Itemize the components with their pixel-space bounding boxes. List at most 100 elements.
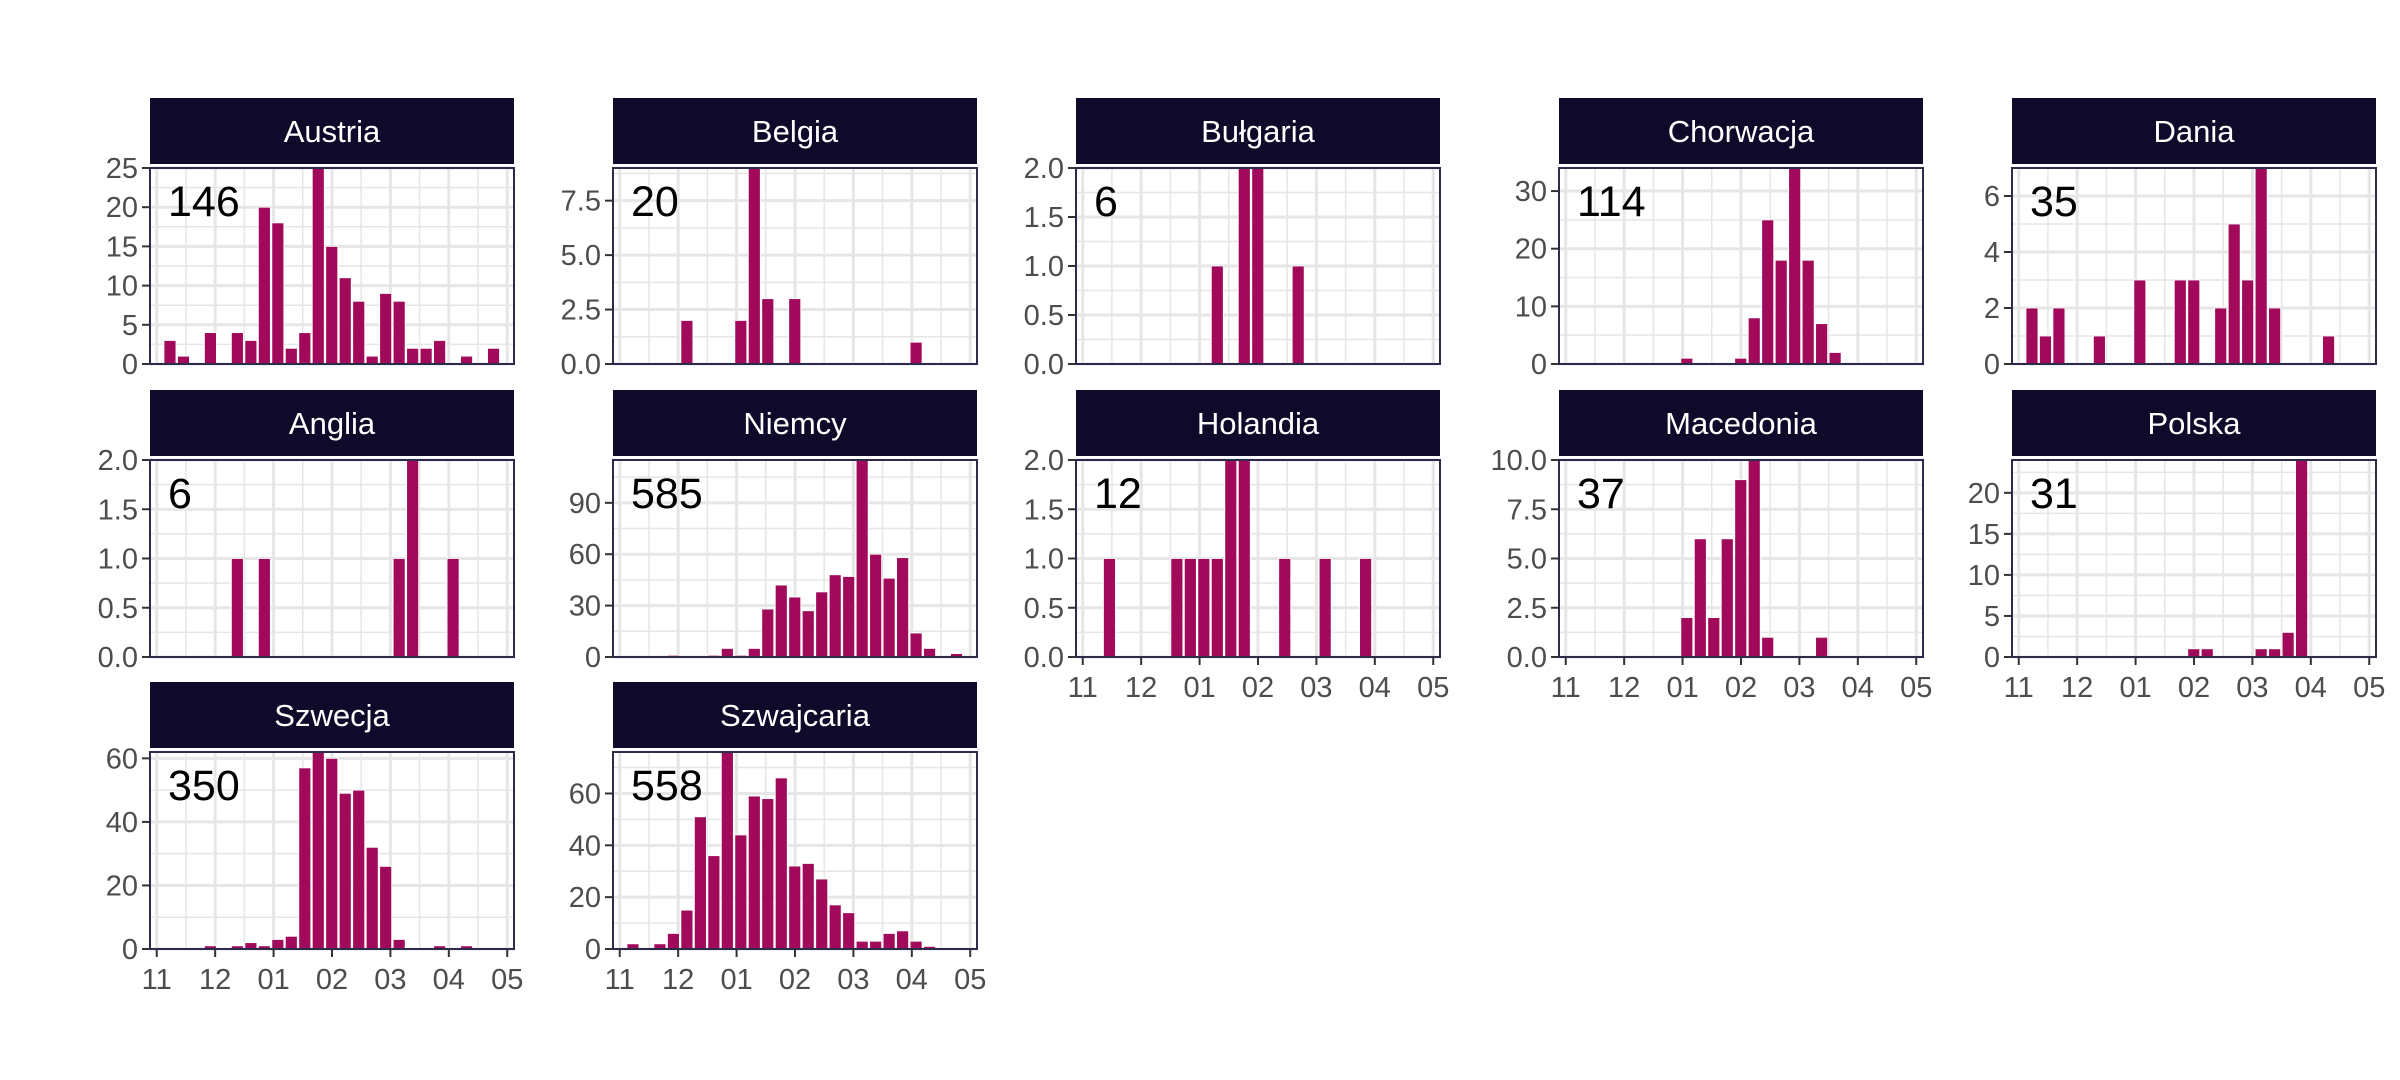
histogram-bar: [1291, 265, 1305, 365]
histogram-bar: [204, 332, 217, 365]
y-tick-label: 0: [1531, 349, 1547, 381]
y-tick-label: 15: [1968, 519, 2000, 551]
y-tick-label: 1.5: [98, 494, 138, 526]
facet-strip: [2012, 98, 2376, 164]
histogram-bar: [2052, 307, 2066, 365]
panel-total-label: 20: [631, 178, 679, 226]
panel-total-label: 31: [2030, 470, 2078, 518]
histogram-bar: [923, 648, 936, 658]
histogram-bar: [815, 591, 829, 658]
histogram-bar: [828, 574, 842, 658]
histogram-bar: [1693, 538, 1707, 658]
histogram-bar: [734, 320, 748, 365]
y-tick-label: 2.5: [561, 295, 601, 327]
panel-szwecja: Szwecja 0 20 40 60 350 11 12 01 02 03 04 05: [106, 682, 523, 996]
panel-holandia: Holandia 0.0 0.5 1.0 1.5 2.0 12 11 12 01 02 03 04 05: [1024, 390, 1449, 704]
y-tick-label: 2: [1984, 293, 2000, 325]
histogram-bar: [707, 855, 721, 950]
y-tick-label: 15: [106, 231, 138, 263]
x-tick-label: 11: [142, 964, 172, 996]
facet-strip-label: Niemcy: [743, 406, 847, 441]
x-tick-label: 01: [2119, 672, 2151, 704]
y-tick-label: 0.0: [561, 349, 601, 381]
x-tick-label: 12: [1125, 672, 1157, 704]
facet-strip: [613, 98, 977, 164]
y-tick-label: 0.5: [1024, 593, 1064, 625]
histogram-bar: [1680, 617, 1694, 658]
x-tick-label: 12: [2061, 672, 2093, 704]
panel-total-label: 6: [1094, 178, 1118, 226]
x-tick-label: 04: [896, 964, 928, 996]
panel-border: [1075, 167, 1441, 365]
histogram-bar: [1197, 558, 1211, 658]
x-tick-label: 04: [1359, 672, 1391, 704]
panel-total-label: 114: [1577, 178, 1646, 226]
x-tick-label: 02: [2178, 672, 2210, 704]
y-tick-label: 90: [569, 488, 601, 520]
y-tick-label: 20: [106, 870, 138, 902]
histogram-bar: [788, 298, 802, 365]
facet-strip-label: Belgia: [752, 114, 839, 149]
panel-belgia: Belgia 0.0 2.5 5.0 7.5 20: [561, 98, 978, 381]
histogram-bar: [1210, 558, 1224, 658]
histogram-bar: [1251, 167, 1265, 365]
histogram-bar: [311, 167, 325, 365]
histogram-bar: [1815, 323, 1829, 365]
histogram-bar: [257, 206, 271, 365]
y-tick-label: 1.5: [1024, 494, 1064, 526]
facet-strip: [2012, 390, 2376, 456]
x-tick-label: 01: [1183, 672, 1215, 704]
panel-border: [149, 459, 515, 658]
y-tick-label: 4: [1984, 237, 2000, 269]
x-tick-label: 12: [199, 964, 231, 996]
y-tick-label: 0: [122, 349, 138, 381]
histogram-bar: [257, 558, 271, 658]
histogram-bar: [298, 767, 312, 950]
x-tick-label: 03: [1300, 672, 1332, 704]
y-tick-label: 0.0: [98, 642, 138, 674]
facet-strip: [1076, 390, 1440, 456]
histogram-bar: [761, 608, 775, 658]
histogram-bar: [1801, 259, 1815, 365]
y-tick-label: 60: [106, 743, 138, 775]
y-tick-label: 7.5: [1507, 494, 1547, 526]
histogram-bar: [298, 332, 312, 365]
panel-total-label: 37: [1577, 470, 1625, 518]
histogram-bar: [406, 347, 420, 365]
histogram-bar: [855, 940, 869, 950]
histogram-bar: [1734, 479, 1748, 658]
histogram-bar: [392, 558, 406, 658]
histogram-bar: [747, 648, 761, 658]
histogram-bar: [2241, 279, 2255, 365]
x-tick-label: 12: [662, 964, 694, 996]
x-tick-label: 03: [2236, 672, 2268, 704]
histogram-bar: [896, 557, 909, 658]
histogram-bar: [325, 757, 339, 950]
histogram-bar: [2295, 459, 2308, 658]
histogram-bar: [734, 834, 748, 950]
facet-strip-label: Bułgaria: [1201, 114, 1315, 149]
histogram-bar: [761, 298, 775, 365]
facet-strip-label: Szwecja: [274, 698, 390, 733]
x-tick-label: 11: [1068, 672, 1098, 704]
histogram-bar: [801, 863, 815, 950]
panel-macedonia: Macedonia 0.0 2.5 5.0 7.5 10.0 37 11 12 01 02 03 04 0…: [1491, 390, 1932, 704]
histogram-bar: [801, 610, 815, 658]
histogram-bar: [869, 553, 883, 658]
x-tick-label: 02: [1242, 672, 1274, 704]
facet-strip-label: Chorwacja: [1668, 114, 1815, 149]
histogram-bar: [1815, 636, 1829, 658]
x-tick-label: 03: [374, 964, 406, 996]
y-tick-label: 0: [122, 934, 138, 966]
y-tick-label: 5.0: [561, 240, 601, 272]
histogram-bar: [828, 904, 842, 950]
y-tick-label: 0.0: [1507, 642, 1547, 674]
x-tick-label: 03: [1783, 672, 1815, 704]
y-tick-label: 40: [569, 830, 601, 862]
x-tick-label: 05: [1417, 672, 1449, 704]
x-tick-label: 11: [1551, 672, 1581, 704]
y-tick-label: 1.0: [98, 544, 138, 576]
